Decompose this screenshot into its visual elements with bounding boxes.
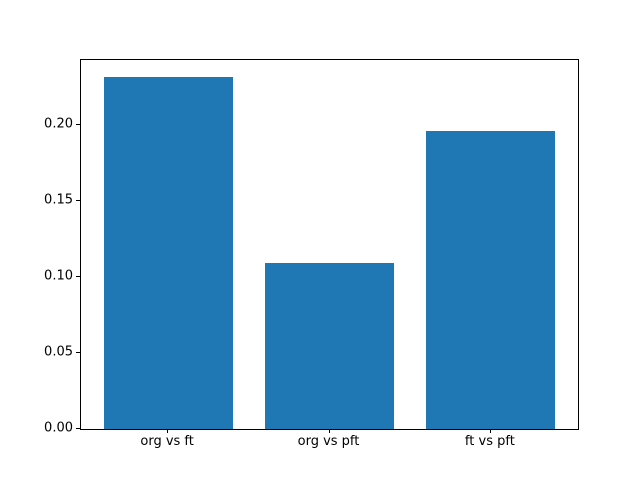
y-tick-label: 0.10 bbox=[44, 268, 73, 284]
y-tick-mark bbox=[76, 276, 80, 278]
bar-ft-vs-pft bbox=[426, 131, 556, 429]
y-tick-mark bbox=[76, 428, 80, 429]
x-tick-label: org vs ft bbox=[140, 434, 194, 449]
x-tick-label: org vs pft bbox=[297, 434, 360, 449]
x-tick-mark bbox=[489, 429, 491, 433]
y-tick-label: 0.00 bbox=[44, 420, 73, 436]
bar-org-vs-ft bbox=[103, 76, 233, 429]
x-tick-mark bbox=[167, 429, 169, 433]
x-tick-mark bbox=[328, 429, 330, 433]
x-tick-label: ft vs pft bbox=[464, 434, 515, 449]
y-tick-label: 0.05 bbox=[44, 344, 73, 360]
y-tick-mark bbox=[76, 352, 80, 354]
y-tick-label: 0.15 bbox=[44, 192, 73, 208]
bar-org-vs-pft bbox=[264, 263, 395, 429]
plot-area bbox=[80, 59, 579, 430]
y-tick-label: 0.20 bbox=[44, 116, 73, 132]
y-tick-mark bbox=[76, 200, 80, 202]
y-tick-mark bbox=[76, 124, 80, 126]
